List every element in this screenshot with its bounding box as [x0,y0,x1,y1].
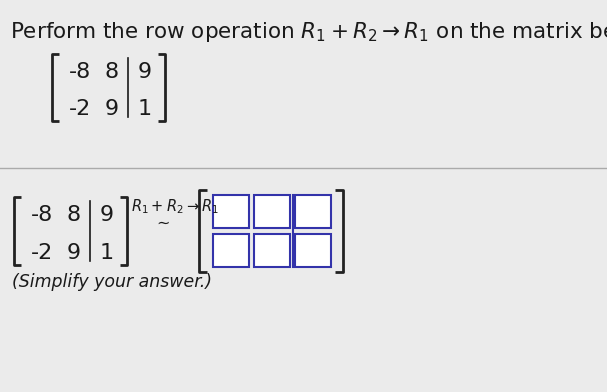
Text: $\sim$: $\sim$ [153,215,170,230]
Text: 9: 9 [105,99,119,119]
Bar [254,234,290,267]
Text: 9: 9 [67,243,81,263]
Text: 1: 1 [100,243,114,263]
Text: 9: 9 [100,205,114,225]
Text: $R_1 + R_2 \rightarrow R_1$: $R_1 + R_2 \rightarrow R_1$ [131,197,219,216]
Bar [295,195,331,228]
Text: 9: 9 [138,62,152,82]
Text: -2: -2 [69,99,91,119]
Text: Perform the row operation $R_1 + R_2 \rightarrow R_1$ on the matrix below.: Perform the row operation $R_1 + R_2 \ri… [10,20,607,44]
Text: -2: -2 [31,243,53,263]
Text: 1: 1 [138,99,152,119]
Bar [213,195,249,228]
Text: 8: 8 [67,205,81,225]
Text: 8: 8 [105,62,119,82]
Bar [254,195,290,228]
Bar [213,234,249,267]
Text: -8: -8 [31,205,53,225]
Text: -8: -8 [69,62,91,82]
Bar [295,234,331,267]
Text: (Simplify your answer.): (Simplify your answer.) [12,273,212,291]
